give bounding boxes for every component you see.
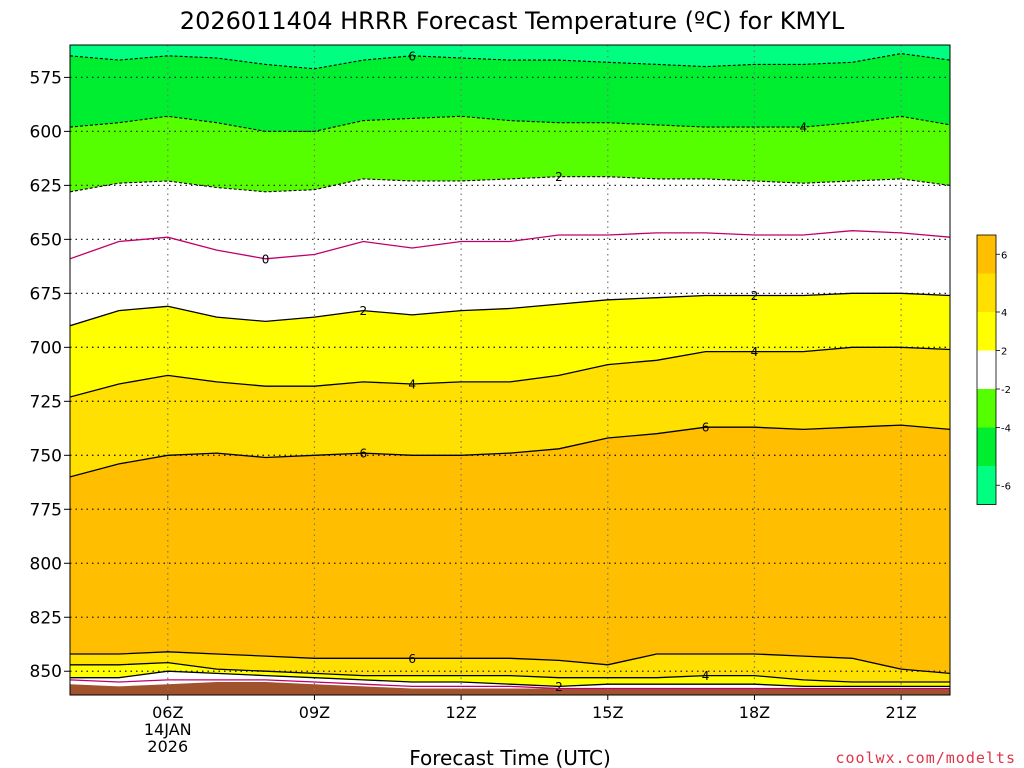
legend-swatch <box>977 466 996 505</box>
color-legend: 6 4 2 -2 -4 -6 <box>976 234 1011 505</box>
y-tick-label: 600 <box>30 122 62 142</box>
legend-label: 6 <box>1001 250 1007 261</box>
legend-swatch <box>977 312 996 351</box>
lower-contour-label-4: 4 <box>702 669 710 683</box>
y-tick-label: 750 <box>30 446 62 466</box>
upper-contour-label-4: 4 <box>408 378 416 392</box>
legend-swatch <box>977 389 996 428</box>
y-tick-label: 775 <box>30 500 62 520</box>
legend-swatch <box>977 350 996 389</box>
y-tick-label: 650 <box>30 230 62 250</box>
y-tick-label: 825 <box>30 608 62 628</box>
upper-contour-label-6: 6 <box>360 447 368 461</box>
legend-label: -2 <box>1001 385 1011 396</box>
x-axis-label: Forecast Time (UTC) <box>409 746 611 768</box>
fill-band-6 <box>70 425 950 695</box>
legend-label: 2 <box>1001 347 1007 358</box>
legend-label: -4 <box>1001 424 1011 435</box>
source-credit[interactable]: coolwx.com/modelts <box>835 749 1016 767</box>
legend-swatch <box>977 235 996 274</box>
upper-contour--4 <box>70 115 950 132</box>
chart-title: 2026011404 HRRR Forecast Temperature (ºC… <box>180 7 845 35</box>
lower-contour-6 <box>70 651 950 675</box>
plot-frame <box>69 44 951 696</box>
upper-contour--6 <box>70 53 950 70</box>
x-tick-label: 09Z <box>299 703 330 722</box>
upper-contour-label-6: 6 <box>702 421 710 435</box>
upper-contour-6 <box>70 424 950 478</box>
legend-label: -6 <box>1001 481 1011 492</box>
upper-contour-label--2: 2 <box>555 170 563 184</box>
lower-contour-label-2: 2 <box>555 680 563 694</box>
x-tick-label: 21Z <box>885 703 916 722</box>
upper-contour-4 <box>70 346 950 398</box>
upper-contour-label-4: 4 <box>751 345 759 359</box>
x-tick-label: 12Z <box>445 703 476 722</box>
upper-contour-label--6: 6 <box>408 49 416 63</box>
y-tick-label: 675 <box>30 284 62 304</box>
legend-frame <box>976 234 997 505</box>
legend-label: 4 <box>1001 308 1007 319</box>
x-tick-label: 06Z <box>152 703 183 722</box>
upper-contour-label-0: 0 <box>262 252 270 266</box>
y-tick-label: 625 <box>30 176 62 196</box>
legend-swatch <box>977 427 996 466</box>
y-tick-label: 800 <box>30 554 62 574</box>
plot-area: 6 4 2 0 2 2 4 4 6 6 6 4 2 <box>69 44 951 696</box>
upper-contour-label--4: 4 <box>800 121 808 135</box>
lower-contour-2 <box>70 670 950 688</box>
x-date-label: 14JAN <box>144 720 192 739</box>
upper-contour-label-2: 2 <box>360 304 368 318</box>
y-axis: 575 600 625 650 675 700 725 750 775 800 825 850 <box>30 68 70 682</box>
upper-contour--2 <box>70 176 950 193</box>
lower-contour-label-6: 6 <box>408 652 416 666</box>
upper-contour-2 <box>70 292 950 327</box>
y-tick-label: 575 <box>30 68 62 88</box>
y-tick-label: 725 <box>30 392 62 412</box>
x-tick-label: 18Z <box>739 703 770 722</box>
lower-contour-4 <box>70 661 950 683</box>
upper-contour-0 <box>70 230 950 260</box>
y-tick-label: 700 <box>30 338 62 358</box>
upper-contour-label-2: 2 <box>751 289 759 303</box>
y-tick-label: 850 <box>30 662 62 682</box>
lower-contour-0 <box>70 679 950 690</box>
legend-swatch <box>977 273 996 312</box>
plot-layers: 6 4 2 0 2 2 4 4 6 6 6 4 2 <box>70 45 950 695</box>
ground-fill <box>70 682 950 695</box>
x-tick-label: 15Z <box>592 703 623 722</box>
x-date-label: 2026 <box>147 737 188 756</box>
